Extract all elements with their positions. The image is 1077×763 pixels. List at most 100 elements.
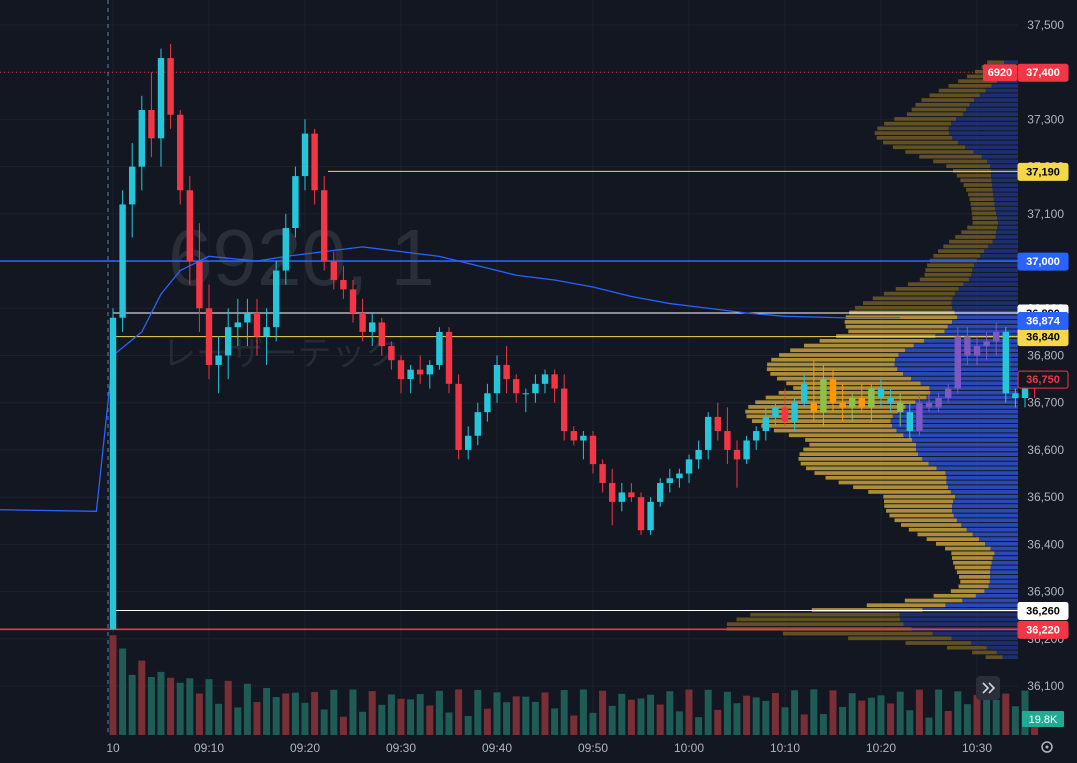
time-axis[interactable]: (金)14:491009:1009:2009:3009:4009:5010:00… xyxy=(0,736,1077,763)
candle-highlight xyxy=(954,327,961,394)
candle xyxy=(628,482,635,502)
profile-row-buy xyxy=(975,593,1018,598)
volume-bar xyxy=(800,714,808,735)
candle-body xyxy=(292,176,299,229)
profile-row-buy xyxy=(992,187,1018,192)
profile-row-sell xyxy=(767,362,895,367)
candle xyxy=(743,435,750,465)
candle-body xyxy=(570,431,577,441)
profile-row-sell xyxy=(868,490,951,494)
volume-bar xyxy=(195,693,203,735)
candle-body xyxy=(388,346,395,361)
price-tick-label: 37,100 xyxy=(1027,207,1064,221)
price-tag-label: 36,840 xyxy=(1026,332,1060,344)
profile-row-buy xyxy=(988,244,1018,249)
volume-bar xyxy=(599,690,607,735)
profile-row-sell xyxy=(803,447,917,452)
candle xyxy=(781,388,789,427)
volume-bar xyxy=(157,671,165,735)
candle xyxy=(618,482,625,512)
candle-highlight xyxy=(983,331,990,361)
volume-bar xyxy=(407,699,415,735)
volume-bar xyxy=(359,711,367,735)
candle-body xyxy=(311,133,318,191)
profile-row-sell xyxy=(905,150,974,154)
price-tag-bg xyxy=(1017,63,1069,82)
profile-row-sell xyxy=(972,216,998,220)
candle-body xyxy=(647,501,654,531)
candle-highlight xyxy=(964,327,971,365)
volume-bar xyxy=(378,704,386,735)
candle-body xyxy=(609,482,616,502)
profile-row-buy xyxy=(949,131,1018,135)
candle-body xyxy=(657,482,664,502)
profile-row-sell xyxy=(844,320,953,324)
candle-body xyxy=(743,440,750,460)
profile-row-buy xyxy=(984,249,1018,253)
candle-body xyxy=(762,416,769,432)
profile-row-sell xyxy=(946,164,991,169)
horizontal-levels[interactable] xyxy=(0,170,1018,631)
candle xyxy=(465,426,472,460)
profile-row-sell xyxy=(949,239,993,244)
volume-bar xyxy=(215,703,223,735)
candle xyxy=(599,459,606,493)
profile-row-buy xyxy=(944,329,1018,334)
candle-body xyxy=(541,374,549,384)
profile-row-sell xyxy=(782,631,933,636)
profile-row-buy xyxy=(973,150,1018,154)
volume-bar xyxy=(733,703,741,735)
candle-body xyxy=(445,331,453,384)
volume-bar xyxy=(685,689,693,735)
volume-bar xyxy=(647,694,655,735)
volume-bar xyxy=(541,692,549,735)
price-tags: 37,19037,00036,89036,84036,26036,22037,4… xyxy=(983,63,1069,639)
profile-row-sell xyxy=(987,60,1005,65)
candle-body xyxy=(177,114,184,191)
candle xyxy=(157,48,165,167)
volume-bar xyxy=(128,674,136,735)
candle xyxy=(436,327,443,370)
candle xyxy=(733,440,741,488)
profile-row-sell xyxy=(951,551,995,556)
price-axis[interactable]: 36,10036,20036,30036,40036,50036,60036,7… xyxy=(1027,18,1064,693)
profile-row-sell xyxy=(961,230,997,235)
settings-button[interactable] xyxy=(1041,741,1053,753)
scroll-right-button[interactable] xyxy=(976,676,1000,700)
profile-row-buy xyxy=(997,225,1018,230)
profile-row-buy xyxy=(972,268,1018,272)
profile-row-buy xyxy=(892,414,1018,419)
profile-row-sell xyxy=(883,499,954,504)
volume-bar xyxy=(944,710,952,735)
volume-bar xyxy=(771,693,779,735)
candle-body xyxy=(887,397,894,403)
profile-row-buy xyxy=(991,183,1018,187)
candle-highlight xyxy=(839,383,846,422)
volume-bar xyxy=(906,710,914,735)
profile-row-buy xyxy=(966,107,1018,112)
candle-body xyxy=(340,279,347,290)
profile-row-sell xyxy=(876,135,953,140)
volume-bar xyxy=(762,700,770,735)
candle xyxy=(762,407,769,441)
profile-row-buy xyxy=(915,400,1018,405)
candle-body xyxy=(282,228,289,271)
candle xyxy=(177,109,184,205)
profile-row-buy xyxy=(985,541,1018,546)
profile-row-buy xyxy=(974,98,1018,102)
profile-row-sell xyxy=(806,466,937,471)
profile-row-sell xyxy=(954,565,991,570)
candle xyxy=(292,166,299,238)
price-tag-label: 37,190 xyxy=(1026,166,1060,178)
candle-body xyxy=(666,478,673,483)
candles xyxy=(109,43,1038,630)
profile-row-buy xyxy=(993,192,1018,197)
profile-row-sell xyxy=(882,140,958,145)
profile-row-buy xyxy=(952,135,1018,140)
volume-bar xyxy=(512,696,520,735)
profile-row-sell xyxy=(919,277,969,282)
profile-row-buy xyxy=(897,409,1018,414)
profile-row-buy xyxy=(994,202,1018,206)
candle xyxy=(215,336,222,394)
